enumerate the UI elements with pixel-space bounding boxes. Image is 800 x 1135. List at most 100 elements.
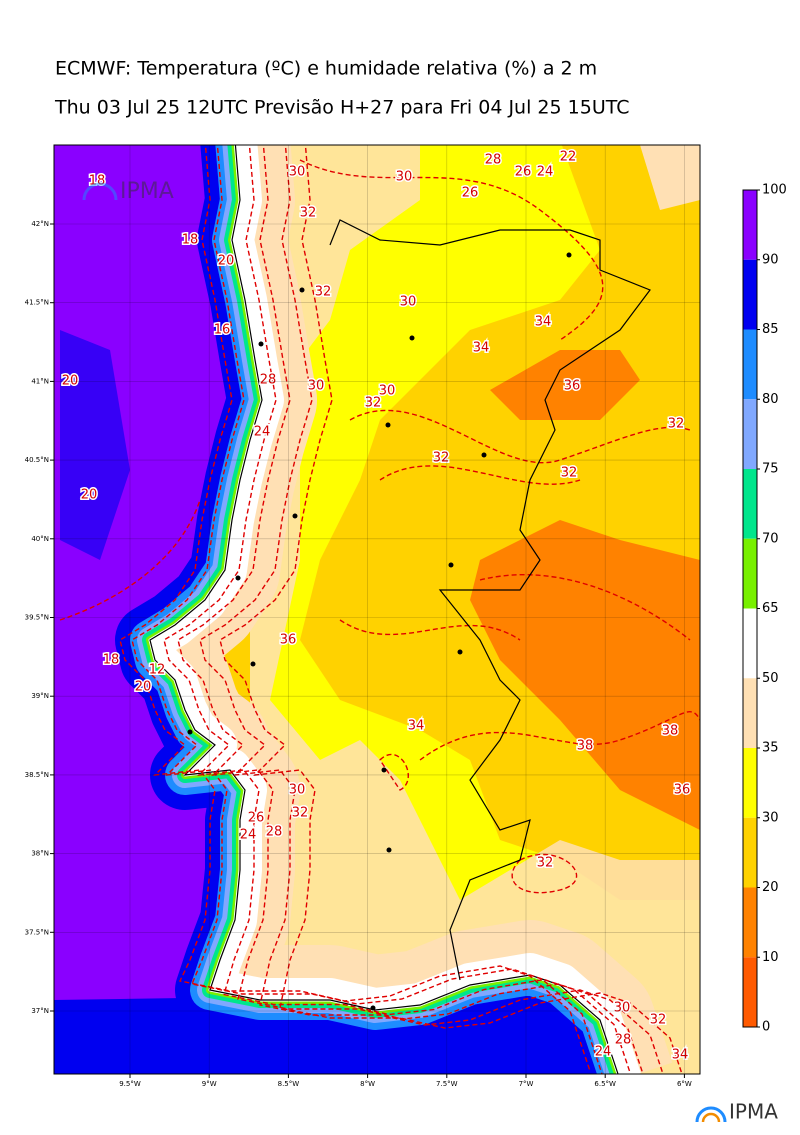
isotherm	[349, 409, 691, 464]
isotherm	[199, 145, 664, 1074]
colorbar-segment	[743, 469, 757, 539]
contour-label: 36	[564, 379, 581, 394]
colorbar-label: 65	[762, 601, 779, 616]
contour-label: 24	[254, 425, 271, 440]
colorbar-label: 50	[762, 671, 779, 686]
city	[409, 335, 415, 341]
contour-label: 34	[535, 315, 552, 330]
colorbar-segment	[743, 259, 757, 330]
ocean	[54, 145, 618, 1074]
contour-label: 26	[462, 186, 479, 201]
colorbar-segment	[743, 399, 757, 469]
contour-label: 30	[289, 783, 306, 798]
lon-tick-label: 7°W	[519, 1080, 534, 1088]
contour-label: 32	[650, 1013, 667, 1028]
contour-label: 38	[577, 739, 594, 754]
contour-label: 32	[668, 417, 685, 432]
contour-label: 32	[561, 466, 578, 481]
colorbar-segment	[743, 678, 757, 748]
contour-label: 32	[433, 451, 450, 466]
colorbar-segment	[743, 887, 757, 958]
tan-area	[640, 145, 700, 210]
contour-label: 30	[400, 295, 417, 310]
tan-area	[250, 145, 700, 1074]
colorbar-segment	[743, 817, 757, 888]
city	[481, 452, 487, 458]
city	[566, 252, 572, 258]
contour-label: 32	[292, 806, 309, 821]
contour-label: 26	[248, 811, 265, 826]
contour-label: 30	[308, 379, 325, 394]
contour-label: 30	[614, 1001, 631, 1016]
contour-label: 24	[537, 165, 554, 180]
colorbar-label: 35	[762, 741, 779, 756]
contour-label: 34	[672, 1048, 689, 1063]
contour-label: 18	[103, 653, 120, 668]
colorbar-label: 90	[762, 252, 779, 267]
colorbar-segment	[743, 538, 757, 609]
lon-tick-label: 9°W	[202, 1080, 217, 1088]
colorbar-label: 20	[762, 880, 779, 895]
colorbar-segment	[743, 608, 757, 679]
lon-tick-label: 7.5°W	[436, 1080, 458, 1088]
contour-label: 28	[615, 1033, 632, 1048]
city	[258, 341, 264, 347]
lat-tick-label: 41°N	[31, 377, 49, 385]
city	[235, 575, 241, 581]
contour-label: 20	[135, 680, 152, 695]
contour-label: 28	[266, 825, 283, 840]
watermark-text: IPMA	[120, 179, 174, 204]
contour-label: 36	[280, 633, 297, 648]
subtitle: Thu 03 Jul 25 12UTC Previsão H+27 para F…	[54, 97, 629, 119]
isotherm	[339, 619, 521, 641]
lon-tick-label: 9.5°W	[119, 1080, 141, 1088]
lat-tick-label: 39°N	[31, 692, 49, 700]
contour-label: 30	[289, 165, 306, 180]
isotherm	[479, 573, 691, 641]
logo: IPMA	[695, 1100, 778, 1124]
city	[385, 422, 391, 428]
isotherm	[177, 145, 644, 1074]
city	[457, 649, 463, 655]
lon-tick-label: 6.5°W	[594, 1080, 616, 1088]
contour-label: 16	[214, 323, 231, 338]
contour-label: 36	[674, 783, 691, 798]
contour-label: 38	[662, 724, 679, 739]
colorbar-label: 85	[762, 322, 779, 337]
city	[381, 767, 387, 773]
contour-label: 30	[379, 384, 396, 399]
isotherm	[511, 853, 577, 894]
contour-label: 34	[408, 719, 425, 734]
contour-label: 32	[315, 285, 332, 300]
colorbar-label: 70	[762, 531, 779, 546]
contour-label: 32	[300, 206, 317, 221]
contour-label: 28	[485, 153, 502, 168]
border	[329, 219, 651, 981]
colorbar-label: 0	[762, 1020, 770, 1035]
contour-label: 22	[560, 150, 577, 165]
lat-tick-label: 37°N	[31, 1007, 49, 1015]
watermark: IPMA	[82, 179, 174, 204]
isotherm	[163, 145, 632, 1074]
map-frame	[53, 144, 701, 1075]
contour-label: 24	[595, 1045, 612, 1060]
lon-tick-label: 6°W	[677, 1080, 692, 1088]
contour-label: 24	[240, 828, 257, 843]
colorbar-label: 75	[762, 462, 779, 477]
colorbar-segment	[743, 190, 757, 260]
isotherm	[299, 159, 604, 341]
city	[370, 1005, 376, 1011]
isotherm	[219, 145, 683, 1074]
isotherm	[379, 465, 581, 485]
lat-tick-label: 38.5°N	[25, 771, 49, 779]
contour-label: 26	[515, 165, 532, 180]
lat-tick-label: 38°N	[31, 850, 49, 858]
lon-tick-label: 8.5°W	[278, 1080, 300, 1088]
colorbar-segment	[743, 329, 757, 400]
colorbar-segment	[743, 748, 757, 818]
city	[386, 847, 392, 853]
city	[187, 729, 193, 735]
city	[292, 513, 298, 519]
orange-area	[490, 350, 640, 420]
